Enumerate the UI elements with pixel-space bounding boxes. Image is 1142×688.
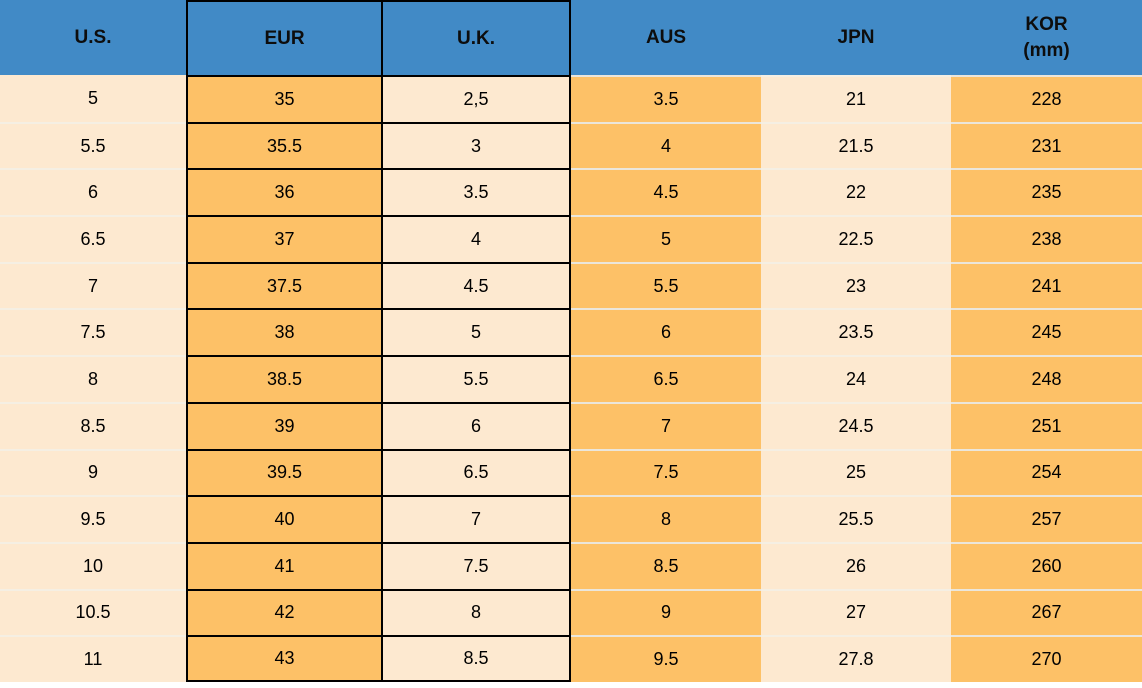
cell-kor: 270 xyxy=(951,635,1142,682)
cell-aus: 5 xyxy=(571,215,761,262)
cell-eur: 40 xyxy=(186,495,381,542)
cell-us: 8.5 xyxy=(0,401,186,449)
cell-aus: 4.5 xyxy=(571,168,761,216)
cell-us: 11 xyxy=(0,635,186,682)
cell-us: 5.5 xyxy=(0,121,186,169)
cell-kor: 235 xyxy=(951,168,1142,216)
cell-eur: 37.5 xyxy=(186,261,381,309)
cell-us: 7 xyxy=(0,261,186,309)
cell-uk: 4 xyxy=(381,215,571,262)
cell-jpn: 25 xyxy=(761,448,951,496)
cell-uk: 3 xyxy=(381,121,571,169)
cell-jpn: 23 xyxy=(761,261,951,309)
cell-uk: 7 xyxy=(381,495,571,542)
cell-us: 5 xyxy=(0,75,186,122)
cell-uk: 7.5 xyxy=(381,541,571,589)
header-cell-jpn: JPN xyxy=(761,0,951,75)
cell-kor: 238 xyxy=(951,215,1142,262)
cell-us: 10 xyxy=(0,541,186,589)
cell-eur: 39 xyxy=(186,401,381,449)
cell-uk: 6 xyxy=(381,401,571,449)
cell-aus: 7 xyxy=(571,401,761,449)
cell-aus: 4 xyxy=(571,121,761,169)
cell-jpn: 26 xyxy=(761,541,951,589)
cell-eur: 37 xyxy=(186,215,381,262)
cell-jpn: 21 xyxy=(761,75,951,122)
cell-kor: 245 xyxy=(951,308,1142,356)
cell-kor: 228 xyxy=(951,75,1142,122)
cell-us: 8 xyxy=(0,355,186,402)
cell-aus: 8 xyxy=(571,495,761,542)
cell-jpn: 22 xyxy=(761,168,951,216)
cell-jpn: 24.5 xyxy=(761,401,951,449)
header-kor-label: KOR xyxy=(1025,13,1068,35)
cell-aus: 8.5 xyxy=(571,541,761,589)
cell-jpn: 21.5 xyxy=(761,121,951,169)
cell-uk: 8 xyxy=(381,588,571,636)
cell-aus: 5.5 xyxy=(571,261,761,309)
cell-eur: 38 xyxy=(186,308,381,356)
cell-kor: 241 xyxy=(951,261,1142,309)
cell-kor: 260 xyxy=(951,541,1142,589)
cell-eur: 36 xyxy=(186,168,381,216)
header-cell-kor: KOR (mm) xyxy=(951,0,1142,75)
header-cell-aus: AUS xyxy=(571,0,761,75)
cell-eur: 35.5 xyxy=(186,121,381,169)
cell-aus: 7.5 xyxy=(571,448,761,496)
cell-jpn: 27 xyxy=(761,588,951,636)
cell-jpn: 25.5 xyxy=(761,495,951,542)
cell-uk: 6.5 xyxy=(381,448,571,496)
cell-aus: 9 xyxy=(571,588,761,636)
cell-aus: 3.5 xyxy=(571,75,761,122)
cell-jpn: 24 xyxy=(761,355,951,402)
cell-uk: 3.5 xyxy=(381,168,571,216)
cell-us: 6 xyxy=(0,168,186,216)
cell-kor: 257 xyxy=(951,495,1142,542)
cell-aus: 6 xyxy=(571,308,761,356)
cell-uk: 4.5 xyxy=(381,261,571,309)
header-kor-sublabel: (mm) xyxy=(1023,39,1070,61)
cell-eur: 41 xyxy=(186,541,381,589)
cell-us: 10.5 xyxy=(0,588,186,636)
cell-eur: 39.5 xyxy=(186,448,381,496)
header-cell-uk: U.K. xyxy=(381,0,571,75)
cell-aus: 9.5 xyxy=(571,635,761,682)
header-cell-us: U.S. xyxy=(0,0,186,75)
cell-kor: 251 xyxy=(951,401,1142,449)
cell-us: 7.5 xyxy=(0,308,186,356)
cell-us: 6.5 xyxy=(0,215,186,262)
cell-kor: 231 xyxy=(951,121,1142,169)
cell-jpn: 27.8 xyxy=(761,635,951,682)
cell-uk: 5 xyxy=(381,308,571,356)
cell-uk: 5.5 xyxy=(381,355,571,402)
cell-aus: 6.5 xyxy=(571,355,761,402)
cell-eur: 35 xyxy=(186,75,381,122)
cell-uk: 8.5 xyxy=(381,635,571,682)
cell-jpn: 23.5 xyxy=(761,308,951,356)
cell-kor: 267 xyxy=(951,588,1142,636)
header-cell-eur: EUR xyxy=(186,0,381,75)
cell-us: 9 xyxy=(0,448,186,496)
cell-jpn: 22.5 xyxy=(761,215,951,262)
cell-eur: 42 xyxy=(186,588,381,636)
cell-uk: 2,5 xyxy=(381,75,571,122)
cell-us: 9.5 xyxy=(0,495,186,542)
cell-eur: 43 xyxy=(186,635,381,682)
cell-eur: 38.5 xyxy=(186,355,381,402)
cell-kor: 254 xyxy=(951,448,1142,496)
cell-kor: 248 xyxy=(951,355,1142,402)
